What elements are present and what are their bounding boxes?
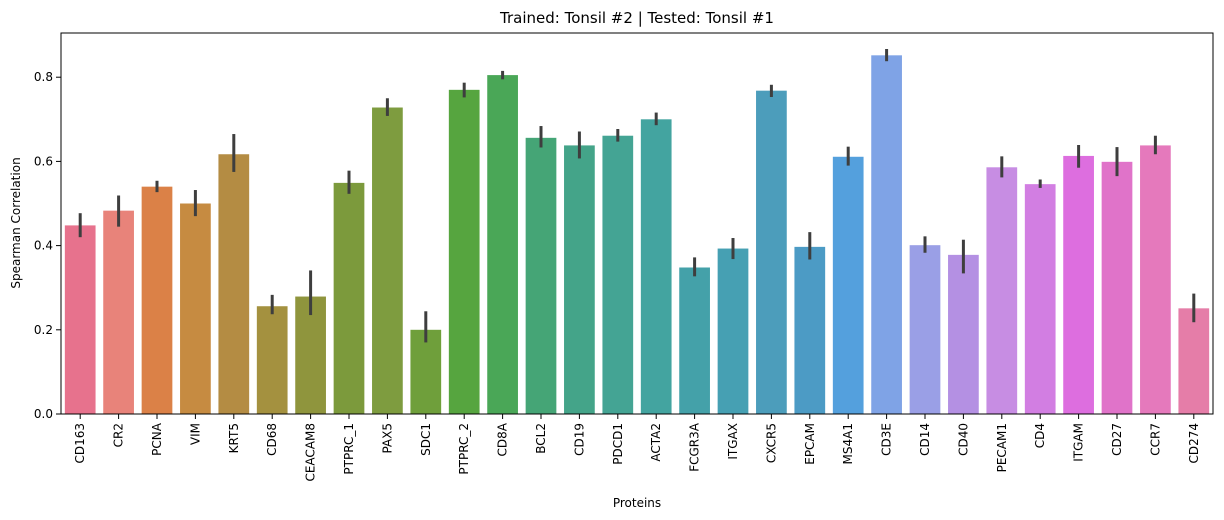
x-tick-label: CEACAM8 bbox=[304, 423, 318, 482]
y-tick-label: 0.6 bbox=[34, 154, 53, 168]
bar-cd40 bbox=[948, 254, 979, 414]
bar-sdc1 bbox=[410, 329, 442, 414]
bar-vim bbox=[180, 203, 211, 414]
x-tick-label: VIM bbox=[188, 423, 202, 445]
x-tick-label: SDC1 bbox=[419, 423, 433, 456]
bar-pdcd1 bbox=[602, 135, 634, 414]
x-tick-label: PAX5 bbox=[380, 423, 394, 454]
x-tick-label: CCR7 bbox=[1148, 423, 1162, 456]
bar-ccr7 bbox=[1140, 145, 1171, 414]
y-tick-label: 0.0 bbox=[34, 407, 53, 421]
x-tick-label: EPCAM bbox=[803, 423, 817, 465]
x-tick-label: CD274 bbox=[1187, 423, 1201, 464]
x-tick-label: PCNA bbox=[150, 422, 164, 456]
bar-cd163 bbox=[64, 225, 96, 414]
x-tick-label: MS4A1 bbox=[841, 423, 855, 464]
x-tick-label: CD14 bbox=[918, 423, 932, 456]
bar-itgax bbox=[717, 248, 749, 414]
bar-itgam bbox=[1063, 155, 1094, 414]
bar-ptprc-1 bbox=[333, 182, 365, 414]
x-tick-label: CR2 bbox=[112, 423, 126, 447]
x-tick-label: CD27 bbox=[1110, 423, 1124, 456]
bar-cr2 bbox=[103, 210, 134, 414]
x-tick-label: PDCD1 bbox=[611, 423, 625, 465]
y-tick-label: 0.4 bbox=[34, 239, 53, 253]
y-tick-label: 0.2 bbox=[34, 323, 53, 337]
bar-acta2 bbox=[640, 119, 672, 415]
y-axis-label: Spearman Correlation bbox=[9, 157, 23, 288]
x-axis-label: Proteins bbox=[613, 496, 661, 510]
y-tick-label: 0.8 bbox=[34, 70, 53, 84]
x-tick-label: ACTA2 bbox=[649, 423, 663, 462]
x-tick-label: ITGAX bbox=[726, 423, 740, 460]
x-tick-label: PTPRC_2 bbox=[457, 423, 471, 475]
bar-krt5 bbox=[218, 154, 250, 415]
bar-pax5 bbox=[372, 107, 403, 414]
bar-bcl2 bbox=[525, 137, 557, 414]
x-tick-label: CD40 bbox=[956, 423, 970, 456]
x-tick-label: CD8A bbox=[496, 422, 510, 456]
x-tick-label: CXCR5 bbox=[764, 423, 778, 463]
x-tick-label: PECAM1 bbox=[995, 423, 1009, 472]
bar-ms4a1 bbox=[832, 156, 864, 414]
x-tick-label: CD3E bbox=[880, 423, 894, 456]
bar-fcgr3a bbox=[679, 267, 710, 414]
bar-cd14 bbox=[909, 245, 941, 414]
x-tick-label: ITGAM bbox=[1072, 423, 1086, 462]
x-tick-label: CD68 bbox=[265, 423, 279, 456]
bar-pecam1 bbox=[986, 167, 1018, 414]
error-bars-group bbox=[78, 48, 1196, 343]
bar-cd8a bbox=[487, 75, 518, 414]
plot-frame bbox=[60, 32, 1214, 415]
x-tick-label: BCL2 bbox=[534, 423, 548, 454]
bar-cxcr5 bbox=[756, 90, 787, 415]
bar-pcna bbox=[141, 186, 173, 414]
bar-cd3e bbox=[871, 55, 902, 414]
x-tick-label: CD19 bbox=[572, 423, 586, 456]
bar-cd4 bbox=[1024, 184, 1056, 414]
bar-epcam bbox=[794, 246, 826, 414]
x-tick-label: CD163 bbox=[73, 423, 87, 464]
bar-cd19 bbox=[564, 145, 595, 414]
x-tick-label: FCGR3A bbox=[688, 422, 702, 472]
bar-cd27 bbox=[1101, 161, 1133, 414]
chart-title: Trained: Tonsil #2 | Tested: Tonsil #1 bbox=[499, 9, 774, 27]
bar-ptprc-2 bbox=[448, 89, 480, 414]
y-axis: 0.0 0.2 0.4 0.6 0.8 bbox=[34, 70, 61, 421]
x-tick-label: KRT5 bbox=[227, 423, 241, 453]
bar-cd274 bbox=[1178, 308, 1210, 414]
bars-group bbox=[64, 55, 1210, 415]
x-tick-label: PTPRC_1 bbox=[342, 423, 356, 475]
x-tick-label: CD4 bbox=[1033, 423, 1047, 448]
bar-ceacam8 bbox=[295, 296, 326, 414]
x-axis: CD163 CR2 PCNA VIM KRT5 CD68 CEACAM8 PTPRC_1 PAX… bbox=[73, 414, 1201, 482]
bar-cd68 bbox=[256, 306, 288, 414]
